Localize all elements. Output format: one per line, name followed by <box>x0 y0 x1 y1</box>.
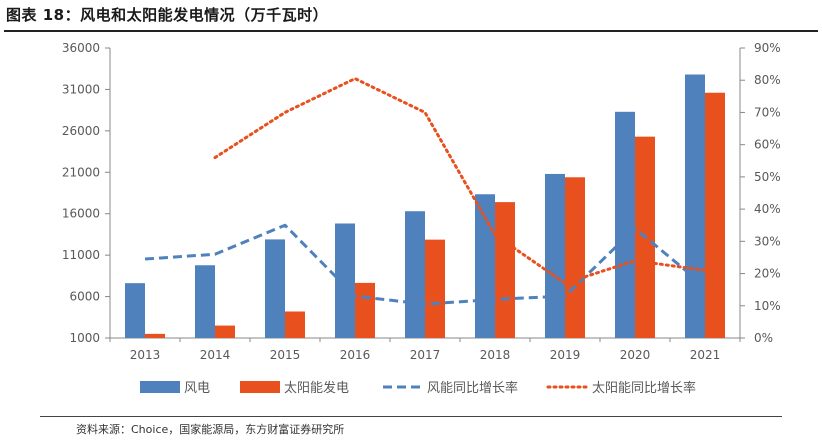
x-axis-tick-label: 2018 <box>480 348 511 362</box>
wind-bar <box>405 211 425 338</box>
left-axis-tick-label: 36000 <box>62 41 100 55</box>
left-axis-tick-label: 1000 <box>69 331 100 345</box>
wind-bar <box>125 283 145 338</box>
left-axis-tick-label: 11000 <box>62 248 100 262</box>
solar-bar <box>425 239 445 338</box>
right-axis-tick-label: 50% <box>754 170 781 184</box>
x-axis-tick-label: 2020 <box>620 348 651 362</box>
x-axis-tick-label: 2019 <box>550 348 581 362</box>
solar-bar <box>565 177 585 338</box>
solar-growth-line <box>213 77 707 285</box>
x-axis-tick-label: 2021 <box>690 348 721 362</box>
wind-bar <box>615 111 635 338</box>
solar-bar <box>145 333 165 338</box>
wind-bar <box>195 265 215 338</box>
x-axis-tick-label: 2017 <box>410 348 441 362</box>
left-axis-tick-label: 26000 <box>62 124 100 138</box>
solar-bar <box>495 202 515 338</box>
legend-solar-swatch <box>240 381 280 393</box>
legend-wind-growth-label: 风能同比增长率 <box>427 380 518 396</box>
left-axis-tick-label: 16000 <box>62 207 100 221</box>
x-axis-tick-label: 2014 <box>200 348 231 362</box>
left-axis-tick-label: 6000 <box>69 290 100 304</box>
solar-bar <box>705 92 725 338</box>
solar-bar <box>285 311 305 338</box>
left-axis-tick-label: 31000 <box>62 82 100 96</box>
right-axis-tick-label: 60% <box>754 138 781 152</box>
right-axis-tick-label: 70% <box>754 105 781 119</box>
x-axis-tick-label: 2016 <box>340 348 371 362</box>
x-axis-tick-label: 2013 <box>130 348 161 362</box>
solar-bar <box>215 325 235 338</box>
wind-bar <box>265 239 285 338</box>
legend-solar-growth-label: 太阳能同比增长率 <box>592 380 696 396</box>
wind-bar <box>545 173 565 338</box>
wind-bar <box>685 74 705 338</box>
right-axis-tick-label: 0% <box>754 331 773 345</box>
source-note: 资料来源：Choice，国家能源局，东方财富证券研究所 <box>76 423 345 436</box>
legend-solar-label: 太阳能发电 <box>284 380 349 396</box>
right-axis-tick-label: 90% <box>754 41 781 55</box>
right-axis-tick-label: 80% <box>754 73 781 87</box>
right-axis-tick-label: 30% <box>754 234 781 248</box>
wind-growth-line <box>144 223 706 306</box>
right-axis-tick-label: 20% <box>754 267 781 281</box>
solar-bar <box>355 282 375 338</box>
source-rule <box>40 416 782 417</box>
wind-bar <box>335 223 355 338</box>
title-rule <box>4 30 818 32</box>
right-axis-tick-label: 10% <box>754 299 781 313</box>
legend-wind-swatch <box>140 381 180 393</box>
wind-bar <box>475 194 495 338</box>
left-axis-tick-label: 21000 <box>62 165 100 179</box>
legend-wind-label: 风电 <box>184 381 210 396</box>
chart-title: 图表 18：风电和太阳能发电情况（万千瓦时） <box>6 6 329 24</box>
right-axis-tick-label: 40% <box>754 202 781 216</box>
x-axis-tick-label: 2015 <box>270 348 301 362</box>
